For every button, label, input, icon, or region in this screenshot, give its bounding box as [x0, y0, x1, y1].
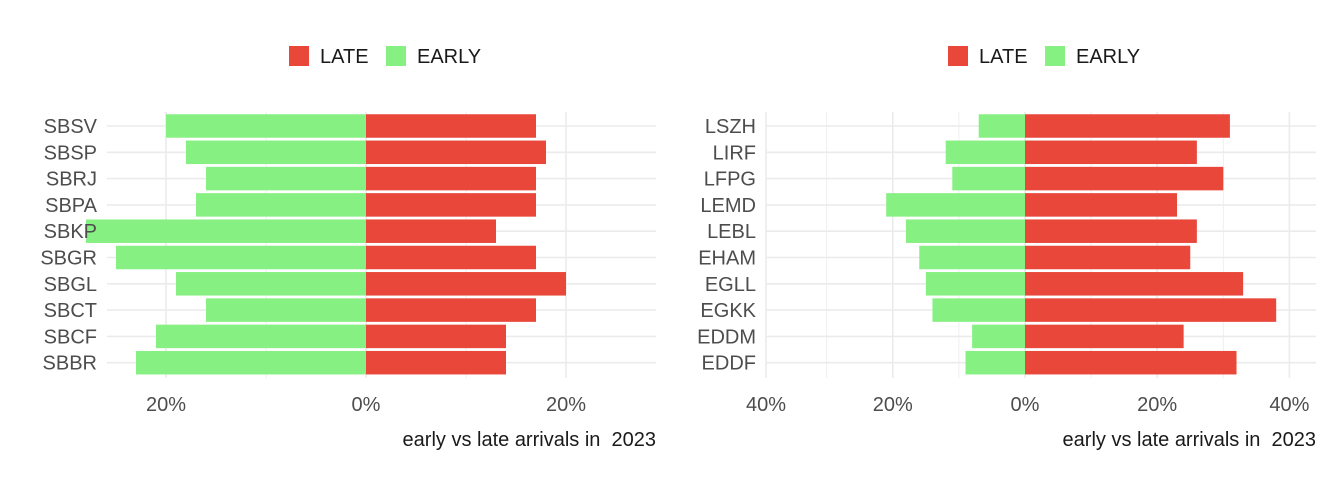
bar-early-lfpg — [952, 166, 1025, 191]
y-tick-label: SBPA — [45, 195, 98, 217]
bar-early-lebl — [906, 219, 1025, 243]
y-tick-label: SBRJ — [46, 169, 97, 191]
y-tick-label: SBBR — [43, 353, 97, 375]
x-tick-label: 0% — [352, 394, 381, 416]
bar-late-sbpa — [366, 193, 536, 217]
bar-early-lszh — [978, 114, 1025, 138]
x-axis-label: early vs late arrivals in 2023 — [1063, 429, 1316, 451]
y-tick-label: SBGR — [40, 248, 97, 270]
bar-early-sbcf — [156, 324, 366, 349]
bar-early-eddf — [965, 350, 1025, 375]
bar-early-eham — [919, 245, 1025, 270]
x-tick-label: 20% — [546, 394, 586, 416]
bar-early-sbsp — [186, 140, 366, 165]
bar-early-sbsv — [166, 114, 366, 138]
y-tick-label: LIRF — [713, 142, 756, 164]
legend-early-label: EARLY — [417, 46, 481, 68]
legend-late-swatch — [948, 46, 968, 66]
bar-early-sbgl — [176, 272, 366, 296]
bar-early-lirf — [945, 140, 1025, 165]
legend-late-label: LATE — [979, 46, 1028, 68]
bar-early-egkk — [932, 298, 1025, 322]
y-tick-label: LEBL — [707, 221, 756, 243]
x-tick-label: 20% — [873, 394, 913, 416]
x-tick-label: 40% — [1269, 394, 1309, 416]
bar-late-eddm — [1025, 324, 1184, 349]
bar-late-sbrj — [366, 166, 536, 191]
y-tick-label: SBCT — [44, 300, 97, 322]
bar-late-sbgr — [366, 245, 536, 270]
bar-late-lfpg — [1025, 166, 1224, 191]
bar-late-egll — [1025, 272, 1244, 296]
bar-early-sbkp — [86, 219, 366, 243]
bar-late-sbct — [366, 298, 536, 322]
legend-early-swatch — [1045, 46, 1065, 66]
bar-late-lirf — [1025, 140, 1197, 165]
bar-late-sbsp — [366, 140, 546, 165]
x-tick-label: 20% — [1137, 394, 1177, 416]
right-chart-panel: LSZH LIRF LFPG LEMD LEBL EHAM EGLL EGKK EDDM EDDF… — [697, 46, 1316, 451]
y-tick-label: EDDF — [702, 353, 756, 375]
x-axis-label: early vs late arrivals in 2023 — [403, 429, 656, 451]
bar-early-sbrj — [206, 166, 366, 191]
y-tick-label: EHAM — [698, 248, 756, 270]
bar-late-sbkp — [366, 219, 496, 243]
bar-early-sbgr — [116, 245, 366, 270]
y-tick-label: EGLL — [705, 274, 756, 296]
bar-late-lebl — [1025, 219, 1197, 243]
x-tick-label: 20% — [146, 394, 186, 416]
bar-early-eddm — [972, 324, 1025, 349]
y-tick-label: SBSV — [44, 116, 98, 138]
y-tick-label: SBSP — [44, 142, 97, 164]
y-tick-label: SBKP — [44, 221, 97, 243]
bar-late-sbcf — [366, 324, 506, 349]
bar-early-sbbr — [136, 350, 366, 375]
bar-early-lemd — [886, 193, 1025, 217]
bar-early-egll — [925, 272, 1025, 296]
bar-late-sbsv — [366, 114, 536, 138]
bar-early-sbct — [206, 298, 366, 322]
x-tick-label: 40% — [746, 394, 786, 416]
x-tick-label: 0% — [1011, 394, 1040, 416]
bar-late-eddf — [1025, 350, 1237, 375]
bar-late-sbbr — [366, 350, 506, 375]
bar-late-lszh — [1025, 114, 1230, 138]
bar-early-sbpa — [196, 193, 366, 217]
bar-late-egkk — [1025, 298, 1277, 322]
y-tick-label: SBGL — [44, 274, 97, 296]
y-tick-label: EGKK — [700, 300, 756, 322]
y-tick-label: EDDM — [697, 326, 756, 348]
y-tick-label: LFPG — [704, 169, 756, 191]
y-tick-label: LEMD — [700, 195, 756, 217]
bar-late-sbgl — [366, 272, 566, 296]
legend-late-swatch — [289, 46, 309, 66]
legend-late-label: LATE — [320, 46, 369, 68]
y-tick-label: SBCF — [44, 326, 97, 348]
y-tick-label: LSZH — [705, 116, 756, 138]
bar-late-eham — [1025, 245, 1191, 270]
bar-late-lemd — [1025, 193, 1178, 217]
left-chart-panel: SBSV SBSP SBRJ SBPA SBKP SBGR SBGL SBCT SBCF SBBR… — [40, 46, 786, 451]
legend-early-label: EARLY — [1076, 46, 1140, 68]
legend-early-swatch — [386, 46, 406, 66]
